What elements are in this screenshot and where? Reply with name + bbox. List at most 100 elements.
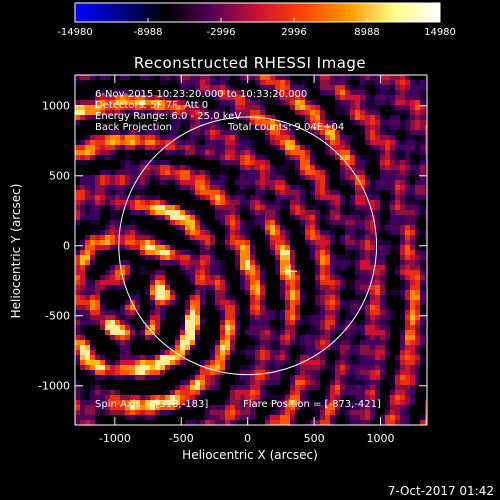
heatmap-cell xyxy=(265,335,270,340)
heatmap-cell xyxy=(155,240,160,245)
heatmap-cell xyxy=(90,235,95,240)
heatmap-cell xyxy=(90,230,95,235)
heatmap-cell xyxy=(400,205,405,210)
heatmap-cell xyxy=(285,305,290,310)
heatmap-cell xyxy=(400,375,405,380)
heatmap-cell xyxy=(180,390,185,395)
heatmap-cell xyxy=(310,235,315,240)
heatmap-cell xyxy=(315,210,320,215)
heatmap-cell xyxy=(100,285,105,290)
heatmap-cell xyxy=(365,245,370,250)
heatmap-cell xyxy=(330,80,335,85)
heatmap-cell xyxy=(270,350,275,355)
heatmap-cell xyxy=(400,110,405,115)
heatmap-cell xyxy=(280,180,285,185)
heatmap-cell xyxy=(75,390,80,395)
heatmap-cell xyxy=(325,205,330,210)
heatmap-cell xyxy=(270,245,275,250)
heatmap-cell xyxy=(345,350,350,355)
heatmap-cell xyxy=(90,315,95,320)
heatmap-cell xyxy=(250,140,255,145)
heatmap-cell xyxy=(255,390,260,395)
heatmap-cell xyxy=(165,130,170,135)
heatmap-cell xyxy=(400,250,405,255)
heatmap-cell xyxy=(245,280,250,285)
heatmap-cell xyxy=(125,150,130,155)
heatmap-cell xyxy=(140,110,145,115)
heatmap-cell xyxy=(355,290,360,295)
heatmap-cell xyxy=(185,215,190,220)
heatmap-cell xyxy=(390,180,395,185)
heatmap-cell xyxy=(250,380,255,385)
heatmap-cell xyxy=(140,175,145,180)
heatmap-cell xyxy=(380,130,385,135)
heatmap-cell xyxy=(240,280,245,285)
heatmap-cell xyxy=(180,385,185,390)
heatmap-cell xyxy=(375,90,380,95)
heatmap-cell xyxy=(365,90,370,95)
heatmap-cell xyxy=(345,405,350,410)
heatmap-cell xyxy=(165,150,170,155)
heatmap-cell xyxy=(195,330,200,335)
heatmap-cell xyxy=(185,210,190,215)
heatmap-cell xyxy=(385,245,390,250)
heatmap-cell xyxy=(270,225,275,230)
heatmap-cell xyxy=(245,405,250,410)
heatmap-cell xyxy=(190,110,195,115)
heatmap-cell xyxy=(105,175,110,180)
heatmap-cell xyxy=(380,150,385,155)
heatmap-cell xyxy=(190,305,195,310)
heatmap-cell xyxy=(245,410,250,415)
heatmap-cell xyxy=(400,235,405,240)
heatmap-cell xyxy=(330,210,335,215)
heatmap-cell xyxy=(115,310,120,315)
heatmap-cell xyxy=(240,145,245,150)
heatmap-cell xyxy=(210,350,215,355)
heatmap-cell xyxy=(225,360,230,365)
heatmap-cell xyxy=(165,285,170,290)
heatmap-cell xyxy=(135,165,140,170)
heatmap-cell xyxy=(290,145,295,150)
heatmap-cell xyxy=(75,295,80,300)
heatmap-cell xyxy=(145,135,150,140)
heatmap-cell xyxy=(315,170,320,175)
heatmap-cell xyxy=(100,275,105,280)
heatmap-cell xyxy=(360,370,365,375)
heatmap-cell xyxy=(290,260,295,265)
heatmap-cell xyxy=(250,325,255,330)
heatmap-cell xyxy=(245,105,250,110)
heatmap-cell xyxy=(100,365,105,370)
heatmap-cell xyxy=(305,215,310,220)
heatmap-cell xyxy=(285,160,290,165)
heatmap-cell xyxy=(380,320,385,325)
heatmap-cell xyxy=(270,185,275,190)
heatmap-cell xyxy=(285,290,290,295)
heatmap-cell xyxy=(90,245,95,250)
heatmap-cell xyxy=(220,85,225,90)
heatmap-cell xyxy=(280,285,285,290)
heatmap-cell xyxy=(90,310,95,315)
heatmap-cell xyxy=(400,200,405,205)
heatmap-cell xyxy=(255,215,260,220)
heatmap-cell xyxy=(105,370,110,375)
heatmap-cell xyxy=(285,140,290,145)
heatmap-cell xyxy=(290,285,295,290)
heatmap-cell xyxy=(170,245,175,250)
heatmap-cell xyxy=(330,265,335,270)
heatmap-cell xyxy=(300,315,305,320)
heatmap-cell xyxy=(235,110,240,115)
heatmap-cell xyxy=(200,170,205,175)
heatmap-cell xyxy=(190,115,195,120)
heatmap-cell xyxy=(90,145,95,150)
heatmap-cell xyxy=(355,190,360,195)
heatmap-cell xyxy=(140,255,145,260)
heatmap-cell xyxy=(75,100,80,105)
heatmap-cell xyxy=(155,180,160,185)
heatmap-cell xyxy=(120,140,125,145)
heatmap-cell xyxy=(320,80,325,85)
heatmap-cell xyxy=(395,165,400,170)
heatmap-cell xyxy=(210,420,215,425)
heatmap-cell xyxy=(380,335,385,340)
heatmap-cell xyxy=(135,395,140,400)
heatmap-cell xyxy=(375,335,380,340)
